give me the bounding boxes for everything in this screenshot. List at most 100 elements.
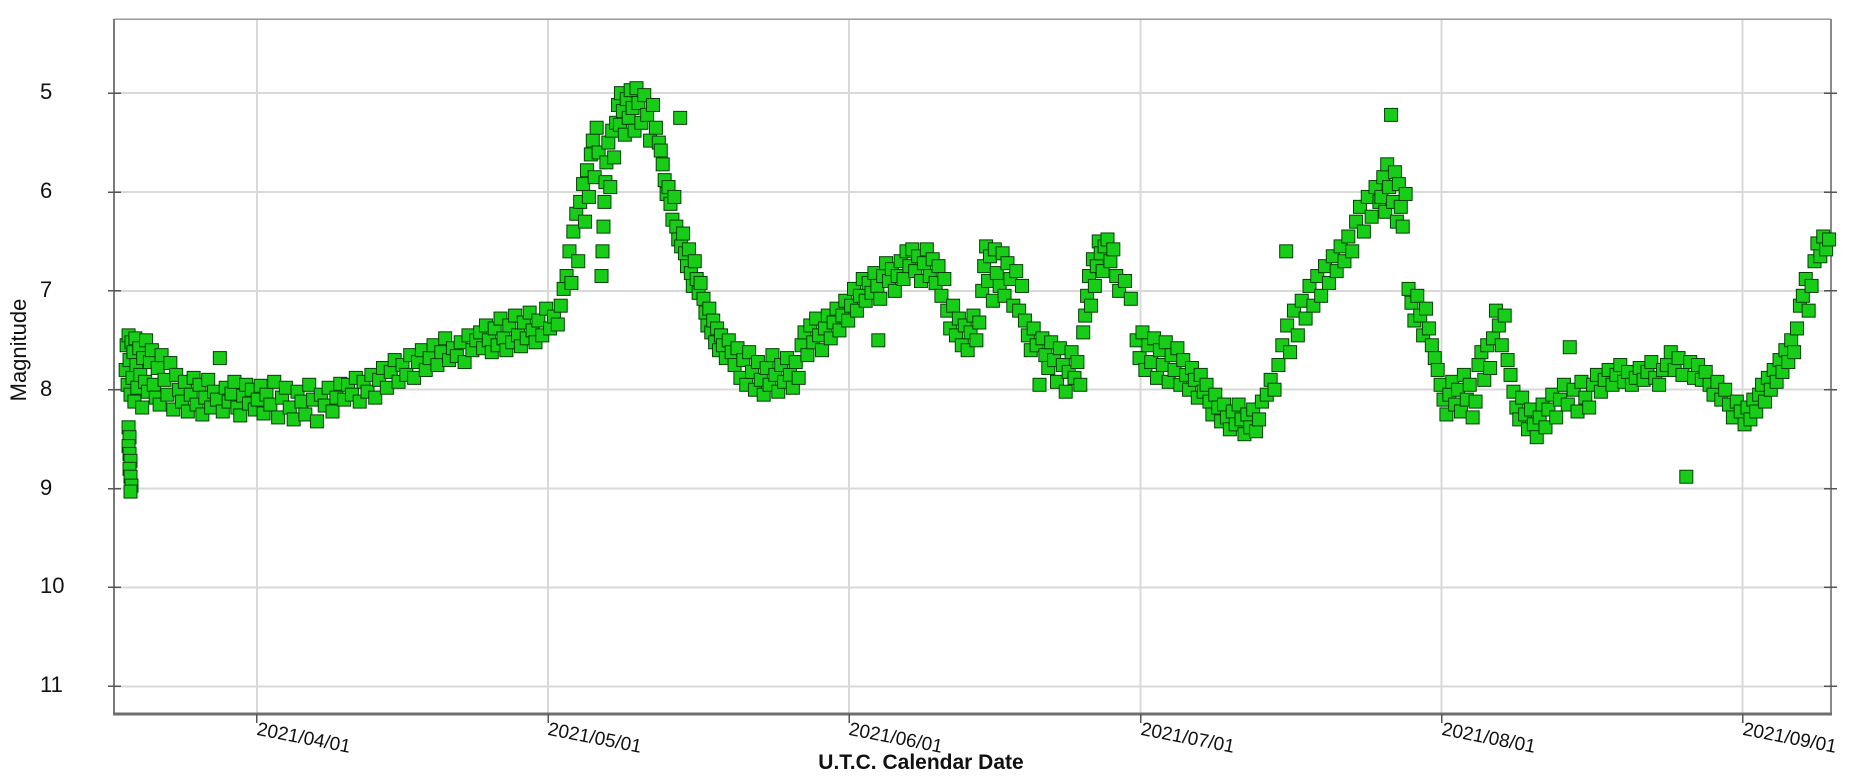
data-point — [157, 372, 172, 387]
data-point — [263, 397, 278, 412]
data-point — [1468, 394, 1483, 409]
data-point — [1073, 377, 1088, 392]
data-point — [1424, 338, 1439, 353]
data-point — [163, 356, 178, 371]
data-point — [1298, 311, 1313, 326]
data-point — [597, 194, 612, 209]
data-point — [931, 259, 946, 274]
data-point — [1364, 209, 1379, 224]
data-point — [1395, 219, 1410, 234]
data-point — [791, 370, 806, 385]
data-point — [676, 226, 691, 241]
data-point — [1757, 394, 1772, 409]
data-point — [1801, 303, 1816, 318]
data-point — [1009, 264, 1024, 279]
data-point — [1393, 199, 1408, 214]
data-point — [1271, 358, 1286, 373]
data-point — [368, 390, 383, 405]
data-point — [1170, 341, 1185, 356]
data-point — [1161, 374, 1176, 389]
data-point — [1465, 410, 1480, 425]
y-tick-label: 8 — [40, 375, 53, 401]
data-point — [1249, 424, 1264, 439]
data-point — [1279, 244, 1294, 259]
data-point — [1147, 331, 1162, 346]
data-point — [1427, 351, 1442, 366]
data-point — [1679, 469, 1694, 484]
data-point — [160, 387, 175, 402]
data-point — [1570, 404, 1585, 419]
data-point — [209, 392, 224, 407]
data-point — [294, 394, 309, 409]
data-point — [648, 120, 663, 135]
data-point — [681, 242, 696, 257]
data-point — [934, 288, 949, 303]
data-point — [1314, 288, 1329, 303]
y-tick-label: 6 — [40, 178, 53, 203]
data-point — [1483, 360, 1498, 375]
data-point — [282, 400, 297, 415]
data-point — [1283, 345, 1298, 360]
data-point — [1345, 244, 1360, 259]
data-point — [1158, 335, 1173, 350]
data-point — [603, 180, 618, 195]
data-point — [1421, 321, 1436, 336]
data-point — [1398, 186, 1413, 201]
data-point — [1593, 384, 1608, 399]
data-point — [693, 275, 708, 290]
data-point — [531, 313, 546, 328]
data-point — [123, 484, 138, 499]
data-point — [607, 150, 622, 165]
data-point — [1503, 367, 1518, 382]
data-point — [1562, 340, 1577, 355]
data-point — [302, 377, 317, 392]
data-point — [564, 275, 579, 290]
data-point — [1671, 351, 1686, 366]
data-point — [298, 407, 313, 422]
data-point — [1321, 275, 1336, 290]
data-point — [430, 358, 445, 373]
data-point — [309, 414, 324, 429]
data-point — [1070, 355, 1085, 370]
data-point — [667, 189, 682, 204]
data-point — [1453, 404, 1468, 419]
data-point — [873, 291, 888, 306]
data-point — [1356, 224, 1371, 239]
data-point — [1804, 278, 1819, 293]
data-point — [1052, 341, 1067, 356]
data-point — [1103, 254, 1118, 269]
data-point — [1294, 293, 1309, 308]
data-point — [702, 301, 717, 316]
data-point — [278, 380, 293, 395]
data-point — [972, 315, 987, 330]
data-point — [1419, 301, 1434, 316]
data-point — [550, 317, 565, 332]
x-axis-title: U.T.C. Calendar Date — [818, 751, 1024, 774]
data-point — [1549, 410, 1564, 425]
data-point — [655, 157, 670, 172]
data-point — [407, 370, 422, 385]
data-point — [1652, 377, 1667, 392]
y-tick-label: 9 — [40, 474, 53, 500]
data-point — [594, 269, 609, 284]
data-point — [1144, 355, 1159, 370]
data-point — [800, 348, 815, 363]
data-point — [566, 224, 581, 239]
data-point — [581, 189, 596, 204]
data-point — [1150, 370, 1165, 385]
data-point — [596, 219, 611, 234]
data-point — [1384, 107, 1399, 122]
data-point — [1790, 321, 1805, 336]
data-point — [673, 110, 688, 125]
data-point — [937, 272, 952, 287]
data-point — [946, 298, 961, 313]
data-point — [1251, 412, 1266, 427]
data-point — [585, 133, 600, 148]
data-point — [969, 333, 984, 348]
data-point — [1290, 328, 1305, 343]
data-point — [1675, 367, 1690, 382]
data-point — [1784, 333, 1799, 348]
data-point — [286, 412, 301, 427]
